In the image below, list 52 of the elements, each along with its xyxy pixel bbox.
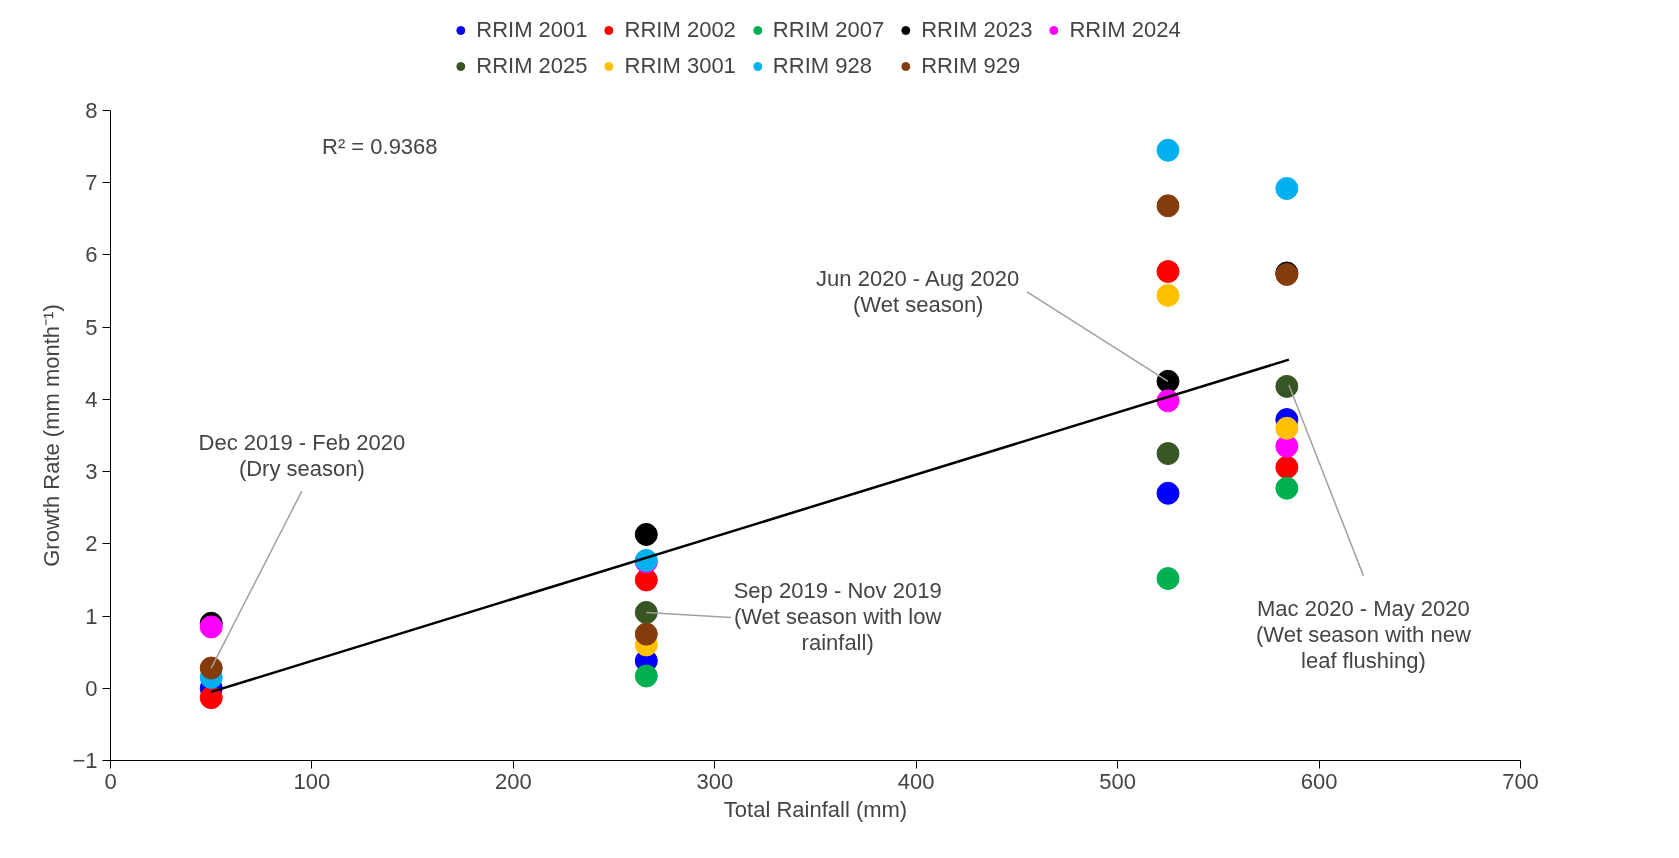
y-axis-title: Growth Rate (mm month⁻¹) [39,304,65,567]
point [199,656,223,680]
legend-label: RRIM 2023 [921,16,1033,43]
annotation: Jun 2020 - Aug 2020 (Wet season) [816,266,1020,318]
point [634,664,658,688]
point [1156,138,1180,162]
x-tick-label: 700 [1502,768,1539,794]
x-tick-label: 300 [696,768,734,794]
annotation: Dec 2019 - Feb 2020 (Dry season) [198,429,406,481]
annotation: R² = 0.9368 [322,134,438,160]
point [1156,194,1180,218]
y-tick-label: 7 [85,170,98,196]
y-tick-label: 1 [85,603,98,629]
point [634,600,658,624]
legend-label: RRIM 2001 [476,16,588,43]
legend-label: RRIM 929 [921,52,1021,79]
x-tick-label: 500 [1099,768,1137,794]
x-tick-label: 0 [104,768,117,794]
y-tick-label: 2 [85,531,98,557]
legend-label: RRIM 928 [772,52,872,79]
point [1156,442,1180,466]
y-tick-label: 3 [85,459,98,485]
legend-label: RRIM 2024 [1069,16,1181,43]
point [1156,567,1180,590]
point [199,686,223,710]
legend-label: RRIM 2025 [476,52,588,79]
point [634,522,658,546]
point [1275,374,1299,398]
legend-label: RRIM 3001 [624,52,736,79]
point [1156,283,1180,307]
x-tick-label: 400 [897,768,935,794]
x-tick-label: 600 [1300,768,1338,794]
y-tick-label: 8 [85,98,98,123]
annotation: Sep 2019 - Nov 2019 (Wet season with low rainfall) [733,578,942,656]
point [1156,481,1180,505]
y-tick-label: 4 [85,386,98,412]
y-tick-label: 5 [85,314,98,340]
point [634,622,658,646]
x-tick-label: 200 [495,768,532,794]
point [1275,177,1299,200]
legend-label: RRIM 2002 [624,16,736,43]
annotation: Mac 2020 - May 2020 (Wet season with new leaf flushing) [1255,595,1471,673]
legend-label: RRIM 2007 [772,16,885,43]
y-tick-label: 0 [85,675,98,701]
point [1275,455,1299,479]
point [1275,476,1299,500]
point [1275,416,1299,440]
x-axis-title: Total Rainfall (mm) [723,796,908,822]
y-tick-label: 6 [85,242,98,268]
y-tick-label: −1 [72,748,98,773]
point [1156,260,1180,284]
x-tick-label: 100 [293,768,331,794]
